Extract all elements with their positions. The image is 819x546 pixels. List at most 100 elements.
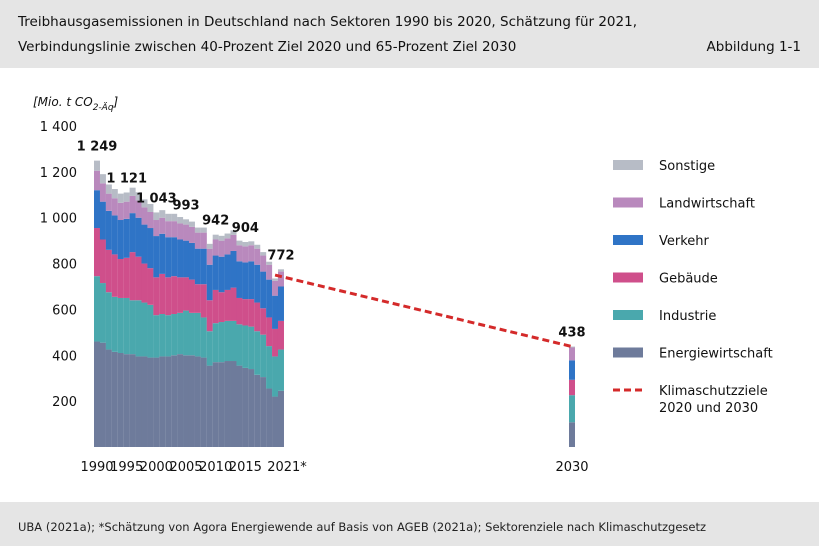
- bar-segment: [248, 326, 255, 370]
- bar-segment: [141, 263, 148, 303]
- x-tick-label: 2015: [229, 460, 262, 475]
- total-value-label: 772: [267, 248, 294, 263]
- bar-segment: [171, 221, 178, 238]
- bar-segment: [260, 271, 267, 309]
- bar-segment: [194, 284, 201, 313]
- bar-segment: [212, 323, 219, 363]
- bar-segment: [188, 221, 195, 227]
- bar-segment: [188, 312, 195, 356]
- bar-segment: [248, 299, 255, 327]
- bar-segment: [200, 284, 207, 318]
- total-value-label: 1 043: [136, 191, 177, 206]
- bar-segment: [117, 258, 124, 298]
- figure-label: Abbildung 1-1: [706, 39, 801, 55]
- legend-label: Energiewirtschaft: [659, 347, 773, 362]
- bar-segment: [224, 361, 231, 447]
- bar-segment: [194, 356, 201, 447]
- legend-swatch: [613, 347, 643, 358]
- bar-segment: [254, 302, 261, 332]
- bar-segment: [200, 317, 207, 358]
- bar-segment: [153, 357, 160, 447]
- bar-segment: [200, 248, 207, 285]
- bar-segment: [569, 346, 575, 348]
- legend-label: Klimaschutzziele: [659, 384, 768, 399]
- bar-segment: [212, 289, 219, 324]
- x-tick-label: 2005: [169, 460, 202, 475]
- bar-segment: [272, 356, 279, 397]
- bar-segment: [260, 252, 267, 256]
- bar-segment: [99, 174, 106, 184]
- bar-segment: [111, 351, 118, 447]
- bar-segment: [236, 324, 243, 366]
- bar-segment: [224, 254, 231, 290]
- bar-segment: [266, 264, 273, 280]
- bar-segment: [569, 360, 575, 380]
- bar-segment: [177, 223, 184, 240]
- bar-segment: [147, 304, 154, 358]
- bar-segment: [99, 239, 106, 284]
- bar-segment: [147, 357, 154, 447]
- bar-segment: [123, 297, 130, 355]
- bar-segment: [248, 245, 255, 262]
- bar-segment: [183, 277, 190, 311]
- bar-segment: [218, 362, 225, 447]
- legend-swatch: [613, 197, 643, 208]
- bar-segment: [266, 388, 273, 447]
- bar-segment: [147, 211, 154, 229]
- bar-segment: [135, 356, 142, 447]
- bar-segment: [117, 202, 124, 221]
- bar-segment: [277, 349, 284, 391]
- bar-segment: [111, 254, 118, 297]
- bar-segment: [277, 286, 284, 321]
- bar-segment: [94, 190, 100, 229]
- bar-segment: [183, 224, 190, 241]
- bar-segment: [200, 357, 207, 447]
- source-note: UBA (2021a); *Schätzung von Agora Energi…: [18, 520, 707, 534]
- bar-segment: [165, 356, 172, 447]
- bar-segment: [147, 268, 154, 305]
- total-value-label: 438: [558, 326, 585, 341]
- bar-segment: [272, 396, 279, 447]
- bar-segment: [224, 289, 231, 321]
- bar-segment: [277, 390, 284, 447]
- bar-segment: [277, 269, 284, 272]
- bar-segment: [188, 242, 195, 280]
- bar-segment: [254, 331, 261, 375]
- bar-segment: [111, 198, 118, 216]
- bar-segment: [183, 240, 190, 278]
- bar-segment: [111, 296, 118, 352]
- bar-segment: [218, 256, 225, 293]
- legend-swatch: [613, 160, 643, 170]
- x-tick-label: 2000: [140, 460, 173, 475]
- bar-segment: [206, 264, 213, 301]
- bar-segment: [129, 300, 136, 355]
- bar-segment: [123, 257, 130, 298]
- bar-segment: [277, 320, 284, 350]
- bar-segment: [183, 219, 190, 225]
- x-tick-label: 2021*: [267, 460, 307, 475]
- bar-segment: [254, 248, 261, 265]
- bar-segment: [206, 300, 213, 332]
- bar-segment: [266, 317, 273, 347]
- bar-segment: [230, 320, 237, 362]
- bar-segment: [266, 261, 273, 265]
- bar-segment: [99, 201, 106, 240]
- bar-segment: [236, 245, 243, 262]
- bar-segment: [171, 237, 178, 277]
- bar-segment: [218, 322, 225, 363]
- chart-title-line-1: Treibhausgasemissionen in Deutschland na…: [18, 14, 637, 30]
- bar-segment: [254, 374, 261, 447]
- bar-segment: [159, 356, 166, 447]
- y-tick-label: 800: [52, 258, 77, 273]
- bar-segment: [248, 261, 255, 300]
- legend-label: Landwirtschaft: [659, 197, 755, 212]
- legend-swatch: [613, 310, 643, 320]
- bar-segment: [94, 170, 100, 191]
- bar-segment: [111, 189, 118, 199]
- bar-segment: [105, 193, 112, 211]
- bar-segment: [105, 349, 112, 447]
- bar-segment: [105, 292, 112, 350]
- x-tick-label: 1990: [80, 460, 113, 475]
- y-tick-label: 200: [52, 395, 77, 410]
- y-tick-label: 400: [52, 349, 77, 364]
